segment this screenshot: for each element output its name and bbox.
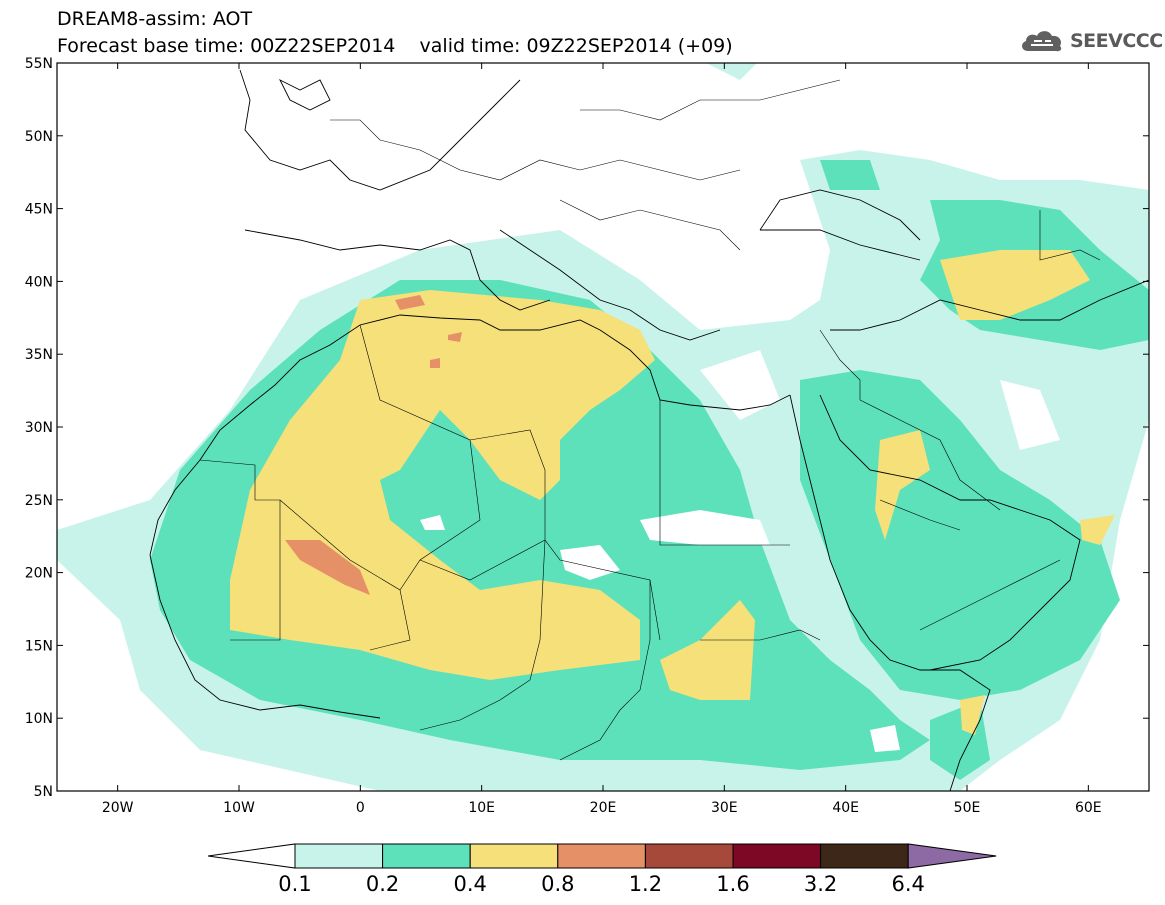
colorbar-label: 0.1 — [278, 872, 311, 896]
latitude-axis: 55N 50N 45N 40N 35N 30N 25N 20N 15N 10N 5N — [25, 56, 1149, 800]
colorbar-label: 1.2 — [629, 872, 662, 896]
lat-label: 10N — [25, 711, 53, 727]
lat-label: 45N — [25, 202, 53, 218]
colorbar-segment — [820, 843, 909, 869]
lat-label: 25N — [25, 493, 53, 509]
lat-label: 40N — [25, 274, 53, 290]
longitude-axis: 20W 10W 0 10E 20E 30E 40E 50E 60E — [102, 63, 1102, 816]
colorbar-arrow-low — [207, 843, 296, 869]
lon-label: 10W — [223, 800, 255, 816]
country-borders — [199, 79, 1101, 761]
map-title: DREAM8-assim: AOT — [57, 8, 253, 30]
seevccc-logo: SEEVCCC — [1018, 27, 1163, 55]
aot-contour-0.4 — [230, 250, 1115, 735]
lat-label: 55N — [25, 56, 53, 72]
lon-label: 30E — [711, 800, 738, 816]
colorbar: 0.1 0.2 0.4 0.8 1.2 1.6 3.2 6.4 — [207, 843, 997, 896]
lon-label: 10E — [468, 800, 495, 816]
lon-label: 60E — [1075, 800, 1102, 816]
cloud-icon — [1022, 31, 1062, 52]
colorbar-segment — [294, 843, 384, 869]
colorbar-segment — [732, 843, 822, 869]
lon-label: 40E — [832, 800, 859, 816]
lat-label: 30N — [25, 420, 53, 436]
lon-label: 50E — [954, 800, 981, 816]
colorbar-label: 0.4 — [453, 872, 486, 896]
colorbar-label: 0.8 — [541, 872, 574, 896]
colorbar-segment — [469, 843, 559, 869]
lat-label: 15N — [25, 638, 53, 654]
aot-contour-0.8 — [285, 295, 462, 595]
colorbar-segment — [382, 843, 471, 869]
colorbar-label: 6.4 — [891, 872, 924, 896]
lon-label: 20W — [102, 800, 134, 816]
lat-label: 35N — [25, 347, 53, 363]
colorbar-segment — [644, 843, 734, 869]
colorbar-label: 0.2 — [366, 872, 399, 896]
lon-label: 20E — [590, 800, 617, 816]
coastlines — [149, 69, 1149, 791]
colorbar-segment — [557, 843, 646, 869]
map-plot-area — [57, 63, 1149, 791]
lat-label: 50N — [25, 129, 53, 145]
lon-label: 0 — [356, 800, 365, 816]
colorbar-arrow-high — [907, 843, 997, 869]
aot-low-gaps — [420, 350, 1060, 752]
logo-text: SEEVCCC — [1070, 30, 1163, 52]
colorbar-label: 1.6 — [716, 872, 749, 896]
lat-label: 5N — [34, 784, 53, 800]
lat-label: 20N — [25, 566, 53, 582]
colorbar-label: 3.2 — [804, 872, 837, 896]
forecast-time-subtitle: Forecast base time: 00Z22SEP2014 valid t… — [57, 35, 733, 57]
